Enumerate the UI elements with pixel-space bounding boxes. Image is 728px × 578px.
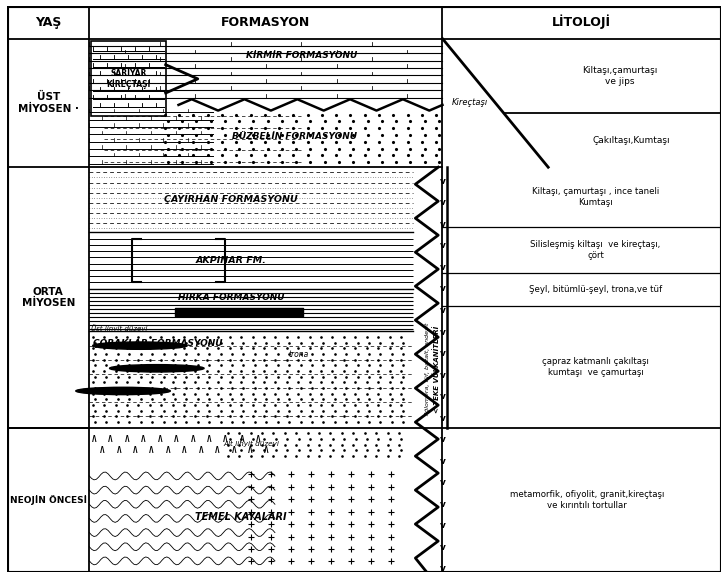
Text: Λ: Λ (133, 446, 138, 455)
Text: Λ: Λ (100, 446, 105, 455)
Ellipse shape (92, 342, 187, 349)
Text: v: v (440, 349, 446, 358)
Text: v: v (440, 478, 446, 487)
Text: Λ: Λ (256, 435, 261, 443)
Text: Λ: Λ (149, 446, 154, 455)
Text: ÇAYIRHAN FORMASYONU: ÇAYIRHAN FORMASYONU (165, 195, 298, 204)
Text: v: v (440, 284, 446, 294)
Text: < TEKE VÜLKANİTLERİ: < TEKE VÜLKANİTLERİ (433, 326, 440, 413)
Text: YAŞ: YAŞ (35, 16, 61, 29)
Text: AKPINAR FM.: AKPINAR FM. (196, 256, 266, 265)
Text: NEOJİN ÖNCESİ: NEOJİN ÖNCESİ (9, 495, 87, 505)
Text: FORMASYON: FORMASYON (221, 16, 311, 29)
Text: Λ: Λ (199, 446, 203, 455)
Text: Λ: Λ (92, 435, 97, 443)
Text: ÇORAKLAR FORMASYONU: ÇORAKLAR FORMASYONU (93, 339, 222, 349)
Text: metamorfik, ofiyolit, granit,kireçtaşı
ve kırıntılı tortullar: metamorfik, ofiyolit, granit,kireçtaşı v… (510, 490, 665, 510)
Text: v: v (440, 457, 446, 466)
Text: v: v (440, 370, 446, 380)
Text: Kiltaşı, çamurtaşı , ince taneli
Kumtaşı: Kiltaşı, çamurtaşı , ince taneli Kumtaşı (532, 187, 659, 207)
Text: Λ: Λ (232, 446, 236, 455)
Text: Çakıltaşı,Kumtaşı: Çakıltaşı,Kumtaşı (593, 136, 670, 145)
Text: v: v (440, 521, 446, 530)
Ellipse shape (110, 365, 204, 372)
Text: v: v (440, 242, 446, 250)
Text: ORTA
MİYOSEN: ORTA MİYOSEN (22, 287, 75, 308)
Text: v: v (440, 500, 446, 509)
Text: Λ: Λ (240, 435, 244, 443)
Text: v: v (440, 263, 446, 272)
Text: v: v (440, 177, 446, 186)
Text: Λ: Λ (141, 435, 146, 443)
Text: Λ: Λ (182, 446, 187, 455)
Text: Silisleşmiş kiltaşı  ve kireçtaşı,
çört: Silisleşmiş kiltaşı ve kireçtaşı, çört (531, 240, 660, 260)
Text: Λ: Λ (116, 446, 121, 455)
Text: KİRMİR FORMASYONU: KİRMİR FORMASYONU (245, 51, 357, 60)
Text: Λ: Λ (223, 435, 228, 443)
Text: v: v (440, 328, 446, 336)
Text: Şeyl, bitümlü-şeyl, trona,ve tüf: Şeyl, bitümlü-şeyl, trona,ve tüf (529, 285, 662, 294)
Bar (91, 42, 166, 116)
Text: Kiltaşı,çamurtaşı
ve jips: Kiltaşı,çamurtaşı ve jips (582, 66, 657, 86)
Text: v: v (440, 435, 446, 444)
Text: Λ: Λ (191, 435, 195, 443)
Text: Λ: Λ (207, 435, 211, 443)
Text: Ağlomera, tüf, bazalt, andezit: Ağlomera, tüf, bazalt, andezit (425, 323, 430, 417)
Text: v: v (440, 392, 446, 401)
Text: v: v (440, 543, 446, 552)
Text: Λ: Λ (215, 446, 220, 455)
Text: Üst linyit düzeyi: Üst linyit düzeyi (91, 324, 147, 332)
Text: Alt linyit düzeyi: Alt linyit düzeyi (223, 440, 280, 447)
Text: BÜZBELİN FORMASYONU: BÜZBELİN FORMASYONU (232, 132, 357, 140)
Text: v: v (440, 306, 446, 315)
Text: Λ: Λ (166, 446, 170, 455)
Text: v: v (440, 198, 446, 208)
Text: v: v (440, 564, 446, 573)
Text: Λ: Λ (248, 446, 253, 455)
Text: çapraz katmanlı çakıltaşı
kumtaşı  ve çamurtaşı: çapraz katmanlı çakıltaşı kumtaşı ve çam… (542, 357, 649, 377)
Text: Λ: Λ (174, 435, 178, 443)
Text: ÜST
MİYOSEN ·: ÜST MİYOSEN · (17, 92, 79, 114)
Text: Λ: Λ (108, 435, 113, 443)
Text: trona: trona (288, 350, 309, 358)
Text: Λ: Λ (157, 435, 162, 443)
Ellipse shape (76, 387, 170, 395)
Text: Λ: Λ (124, 435, 130, 443)
Text: TEMEL KAYALARI: TEMEL KAYALARI (195, 512, 287, 522)
Text: Λ: Λ (264, 446, 269, 455)
Text: HIRKA FORMASYONU: HIRKA FORMASYONU (178, 293, 285, 302)
Text: SARIYAR
KİREÇTAŞI: SARIYAR KİREÇTAŞI (106, 69, 151, 89)
Text: v: v (440, 414, 446, 423)
Text: LİTOLOJİ: LİTOLOJİ (552, 15, 611, 29)
Text: v: v (440, 220, 446, 229)
Text: Kireçtaşı: Kireçtaşı (452, 98, 488, 108)
